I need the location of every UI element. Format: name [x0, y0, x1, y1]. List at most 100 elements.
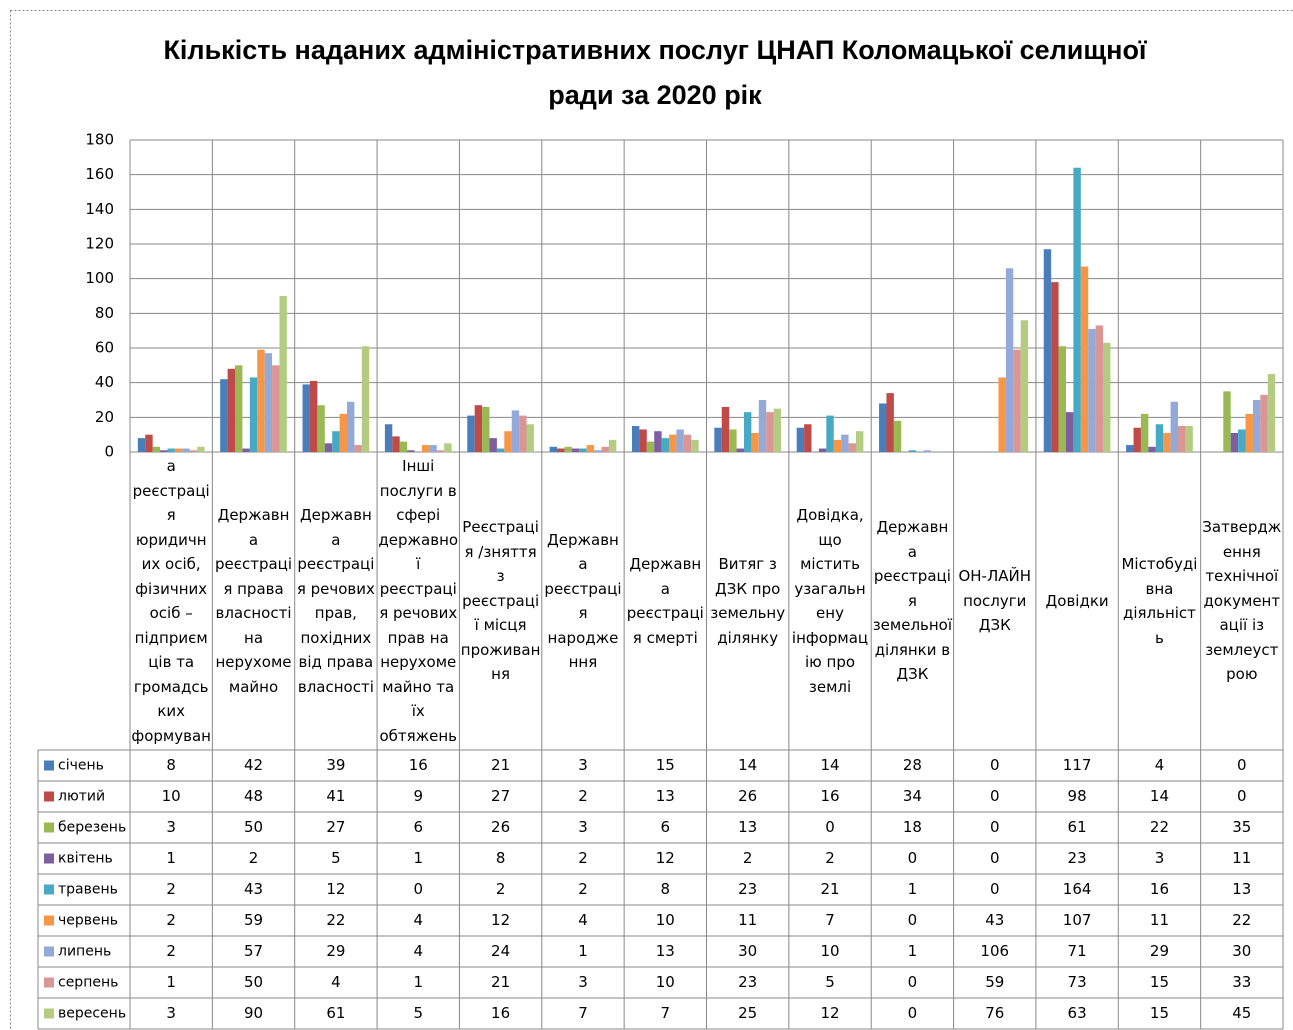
x-tick-label: Затвердження технічної документації із з… — [1202, 518, 1282, 684]
bar — [758, 400, 767, 452]
bar — [227, 368, 236, 452]
table-cell: 1 — [413, 849, 423, 867]
y-tick-label: 100 — [85, 269, 114, 287]
table-cell: 28 — [903, 756, 922, 774]
y-tick-label: 120 — [85, 235, 114, 253]
table-cell: 4 — [1155, 756, 1165, 774]
table-cell: 2 — [825, 849, 835, 867]
bar — [1230, 432, 1239, 452]
table-cell: 5 — [331, 849, 341, 867]
table-cell: 29 — [1150, 942, 1169, 960]
bar — [908, 450, 917, 452]
x-tick-label: Державна реєстрація речових прав, похідн… — [296, 506, 375, 696]
table-cell: 13 — [1232, 880, 1251, 898]
bar — [1155, 424, 1164, 452]
bar — [160, 450, 168, 452]
bar — [586, 445, 595, 452]
y-tick-label: 60 — [95, 339, 114, 357]
bar — [1177, 426, 1186, 452]
bar — [264, 353, 273, 452]
table-cell: 4 — [578, 911, 588, 929]
bar — [1065, 412, 1074, 452]
bar — [407, 450, 415, 452]
bar — [646, 441, 655, 452]
y-tick-label: 140 — [85, 200, 114, 218]
chart-title: Кількість наданих адміністративних послу… — [163, 35, 1147, 110]
table-cell: 1 — [578, 942, 588, 960]
legend-key — [44, 760, 54, 771]
bar — [661, 438, 670, 452]
x-tick-label: Державна реєстрація народження — [544, 530, 622, 672]
x-tick-label: Довідки — [1045, 591, 1109, 610]
bar — [729, 429, 737, 452]
bar — [1223, 391, 1231, 452]
table-cell: 2 — [578, 849, 588, 867]
legend-key — [44, 915, 54, 926]
table-cell: 3 — [1155, 849, 1165, 867]
bar — [571, 448, 580, 452]
table-cell: 4 — [331, 973, 341, 991]
table-cell: 16 — [820, 787, 839, 805]
table-cell: 8 — [496, 849, 506, 867]
bar — [145, 434, 153, 452]
table-cell: 57 — [244, 942, 263, 960]
table-cell: 23 — [738, 973, 757, 991]
table-cell: 3 — [578, 756, 588, 774]
bar — [519, 415, 527, 452]
bar — [773, 408, 782, 452]
bar — [654, 431, 662, 452]
table-cell: 21 — [491, 756, 510, 774]
legend-key — [44, 822, 54, 833]
table-cell: 41 — [326, 787, 345, 805]
bar — [272, 365, 280, 452]
bar — [1140, 413, 1149, 452]
table-cell: 13 — [656, 942, 675, 960]
table-cell: 59 — [985, 973, 1004, 991]
bar — [639, 429, 647, 452]
table-cell: 14 — [738, 756, 757, 774]
table-cell: 25 — [738, 1004, 757, 1022]
bar — [482, 406, 490, 452]
table-cell: 26 — [738, 787, 757, 805]
legend-label: травень — [58, 882, 118, 898]
bar — [392, 436, 400, 452]
bar — [796, 427, 805, 452]
bar — [511, 410, 520, 452]
bar — [174, 448, 183, 452]
table-cell: 3 — [578, 818, 588, 836]
bar — [714, 427, 722, 452]
table-cell: 7 — [578, 1004, 588, 1022]
table-cell: 39 — [326, 756, 345, 774]
bar — [1013, 349, 1021, 452]
category-box: Державна реєстрація юридичних осіб, фізи… — [131, 457, 211, 745]
legend-label: січень — [58, 758, 104, 774]
table-cell: 10 — [656, 911, 675, 929]
bar — [1058, 346, 1066, 452]
bar — [354, 445, 362, 452]
table-cell: 16 — [491, 1004, 510, 1022]
legend-key — [44, 884, 54, 895]
bar — [879, 403, 887, 452]
bar — [1020, 320, 1029, 452]
bar — [608, 439, 617, 452]
x-tick-label: Витяг з ДЗК про земельну ділянку — [710, 555, 786, 647]
category-box: ОН-ЛАЙН послуги ДЗК — [958, 567, 1031, 634]
table-cell: 14 — [1150, 787, 1169, 805]
table-cell: 0 — [1237, 756, 1247, 774]
table-cell: 2 — [743, 849, 753, 867]
bar — [1185, 426, 1193, 452]
bar — [302, 384, 310, 452]
x-tick-label: Містобудівна діяльність — [1121, 555, 1198, 647]
y-tick-label: 160 — [85, 165, 114, 183]
bar — [549, 446, 558, 452]
table-cell: 106 — [980, 942, 1009, 960]
table-cell: 10 — [820, 942, 839, 960]
table-cell: 10 — [162, 787, 181, 805]
bar — [347, 401, 355, 452]
bar — [893, 420, 902, 452]
bar — [1133, 427, 1141, 452]
table-cell: 3 — [578, 973, 588, 991]
table-cell: 2 — [166, 911, 176, 929]
table-cell: 43 — [244, 880, 263, 898]
bar — [848, 443, 856, 452]
